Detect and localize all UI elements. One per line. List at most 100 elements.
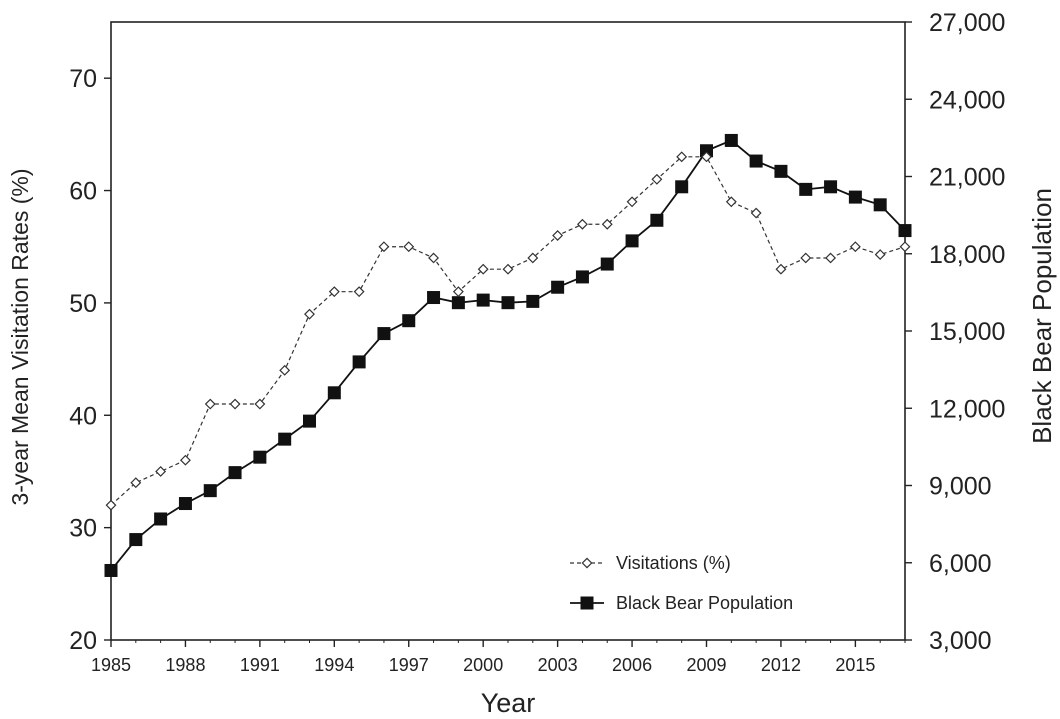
visitation-point — [204, 398, 216, 410]
right-y-tick-label: 18,000 — [929, 241, 1005, 269]
visitation-point — [403, 241, 415, 253]
legend-population-label: Black Bear Population — [616, 593, 793, 613]
right-y-axis-title: Black Bear Population — [1027, 188, 1057, 444]
left-y-tick-label: 60 — [69, 178, 97, 206]
visitation-point — [676, 151, 688, 163]
visitation-point — [651, 173, 663, 185]
visitation-point — [502, 263, 514, 275]
visitation-point — [825, 252, 837, 264]
left-y-tick-label: 20 — [69, 627, 97, 655]
right-y-tick-label: 6,000 — [929, 550, 992, 578]
x-tick-label: 1988 — [165, 655, 205, 675]
right-y-tick-label: 15,000 — [929, 318, 1005, 346]
population-point — [526, 294, 540, 308]
x-axis-title: Year — [481, 688, 536, 718]
visitation-point — [576, 218, 588, 230]
visitation-point — [279, 364, 291, 376]
population-point — [575, 270, 589, 284]
x-tick-label: 2015 — [835, 655, 875, 675]
population-point — [303, 414, 316, 428]
population-point — [228, 466, 242, 480]
visitation-point — [800, 252, 812, 264]
x-tick-label: 2003 — [538, 655, 578, 675]
left-y-tick-label: 50 — [69, 290, 97, 318]
population-point — [327, 386, 341, 400]
visitation-point — [849, 241, 861, 253]
right-y-tick-label: 12,000 — [929, 395, 1005, 423]
population-point — [749, 154, 763, 168]
population-point — [551, 280, 565, 294]
legend-visitations-marker — [581, 557, 593, 569]
population-point — [129, 533, 143, 547]
population-point — [476, 293, 490, 307]
visitation-point — [452, 286, 464, 298]
visitation-point — [105, 499, 117, 511]
visitation-point — [229, 398, 241, 410]
x-tick-label: 2000 — [463, 655, 503, 675]
visitation-point — [155, 466, 167, 477]
right-y-axis-ticks: 3,000 6,000 9,000 12,000 15,000 18,000 21,000 2… — [905, 9, 1005, 655]
population-point — [104, 563, 118, 577]
left-y-tick-label: 40 — [69, 402, 97, 430]
visitation-point — [378, 241, 390, 253]
visitation-point — [874, 249, 886, 261]
visitation-point — [701, 151, 712, 163]
x-tick-label: 2006 — [612, 655, 652, 675]
population-point — [700, 144, 713, 158]
visitation-point — [477, 263, 489, 275]
visitation-point — [428, 252, 440, 264]
visitation-point — [527, 252, 539, 264]
x-axis-ticks: 1985 1988 1991 1994 1997 2000 2003 2006 2009 2012… — [91, 640, 906, 675]
population-point — [848, 190, 862, 204]
series-layer — [104, 133, 912, 577]
x-tick-label: 1994 — [314, 655, 354, 675]
left-y-axis-ticks: 20 30 40 50 60 70 — [69, 65, 111, 655]
population-series-line — [110, 139, 906, 572]
x-tick-label: 1985 — [91, 655, 131, 675]
x-tick-label: 2012 — [761, 655, 801, 675]
x-tick-label: 2009 — [686, 655, 726, 675]
population-point — [873, 198, 887, 212]
plot-border — [110, 21, 906, 641]
visitation-point — [899, 241, 911, 253]
population-point — [154, 512, 168, 526]
population-point — [178, 497, 192, 511]
visitation-point — [304, 308, 315, 320]
legend: Visitations (%) Black Bear Population — [570, 553, 793, 613]
visitation-point — [353, 286, 365, 298]
population-point — [799, 182, 813, 196]
right-y-tick-label: 3,000 — [929, 627, 992, 655]
right-y-tick-label: 27,000 — [929, 9, 1005, 37]
population-point — [774, 164, 788, 178]
visitation-point — [750, 207, 762, 219]
population-point — [600, 257, 614, 271]
population-point — [724, 133, 738, 147]
legend-visitations-label: Visitations (%) — [616, 553, 731, 573]
population-point — [352, 355, 366, 369]
population-point — [650, 213, 664, 227]
visitation-point — [626, 196, 638, 208]
population-point — [402, 314, 416, 328]
population-point — [203, 484, 217, 498]
visitation-point — [552, 230, 564, 241]
visitation-point — [328, 286, 340, 298]
left-y-tick-label: 70 — [69, 65, 97, 93]
population-point — [898, 224, 912, 238]
population-point — [501, 296, 515, 310]
left-y-tick-label: 30 — [69, 515, 97, 543]
legend-population-marker — [580, 596, 594, 610]
right-y-tick-label: 9,000 — [929, 473, 992, 501]
population-point — [451, 296, 465, 310]
x-tick-label: 1991 — [240, 655, 280, 675]
plot-frame — [110, 21, 906, 641]
right-y-tick-label: 21,000 — [929, 164, 1005, 192]
right-y-tick-label: 24,000 — [929, 86, 1005, 114]
visitation-point — [130, 477, 142, 489]
population-point — [377, 327, 391, 341]
visitation-point — [254, 398, 266, 410]
visitation-series-line — [110, 156, 906, 506]
population-point — [427, 291, 441, 305]
visitation-point — [725, 196, 737, 208]
left-y-axis-title: 3-year Mean Visitation Rates (%) — [7, 168, 33, 505]
